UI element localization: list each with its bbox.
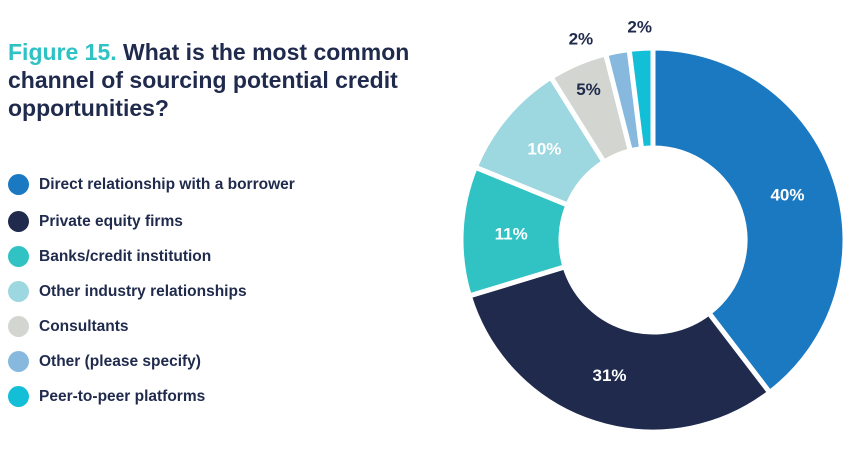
legend-swatch [8, 246, 29, 267]
slice-peer-to-peer [626, 45, 656, 152]
figure-label: Figure 15. [8, 39, 117, 65]
chart-title: Figure 15. What is the most common chann… [8, 38, 418, 122]
legend-label: Direct relationship with a borrower [39, 176, 295, 193]
data-label-other-industry: 10% [527, 140, 561, 159]
legend-item-other-specify: Other (please specify) [8, 351, 328, 372]
slice-direct-relationship [650, 45, 848, 396]
legend-swatch [8, 351, 29, 372]
legend-swatch [8, 316, 29, 337]
legend-label: Peer-to-peer platforms [39, 388, 206, 405]
legend-item-banks: Banks/credit institution [8, 246, 328, 267]
chart-legend: Direct relationship with a borrower Priv… [8, 174, 328, 421]
legend-label: Other industry relationships [39, 283, 247, 300]
data-label-private-equity: 31% [593, 366, 627, 385]
legend-swatch [8, 386, 29, 407]
figure-question: What is the most common channel of sourc… [8, 39, 410, 121]
legend-label: Other (please specify) [39, 353, 201, 370]
legend-item-other-industry: Other industry relationships [8, 281, 328, 302]
legend-swatch [8, 211, 29, 232]
legend-item-private-equity: Private equity firms [8, 211, 328, 232]
data-label-other-specify: 2% [569, 30, 594, 49]
legend-swatch [8, 281, 29, 302]
legend-item-peer-to-peer: Peer-to-peer platforms [8, 386, 328, 407]
data-label-peer-to-peer: 2% [627, 17, 652, 36]
data-label-banks: 11% [495, 224, 528, 243]
legend-item-direct-relationship: Direct relationship with a borrower [8, 174, 328, 195]
legend-label: Consultants [39, 318, 129, 335]
legend-label: Banks/credit institution [39, 248, 212, 265]
donut-chart: 40% 31% 11% 10% 5% 2% 2% [458, 17, 848, 435]
data-label-consultants: 5% [576, 80, 601, 99]
legend-swatch [8, 174, 29, 195]
data-label-direct-relationship: 40% [770, 185, 804, 204]
slice-private-equity [466, 263, 774, 435]
legend-label: Private equity firms [39, 213, 183, 230]
legend-item-consultants: Consultants [8, 316, 328, 337]
